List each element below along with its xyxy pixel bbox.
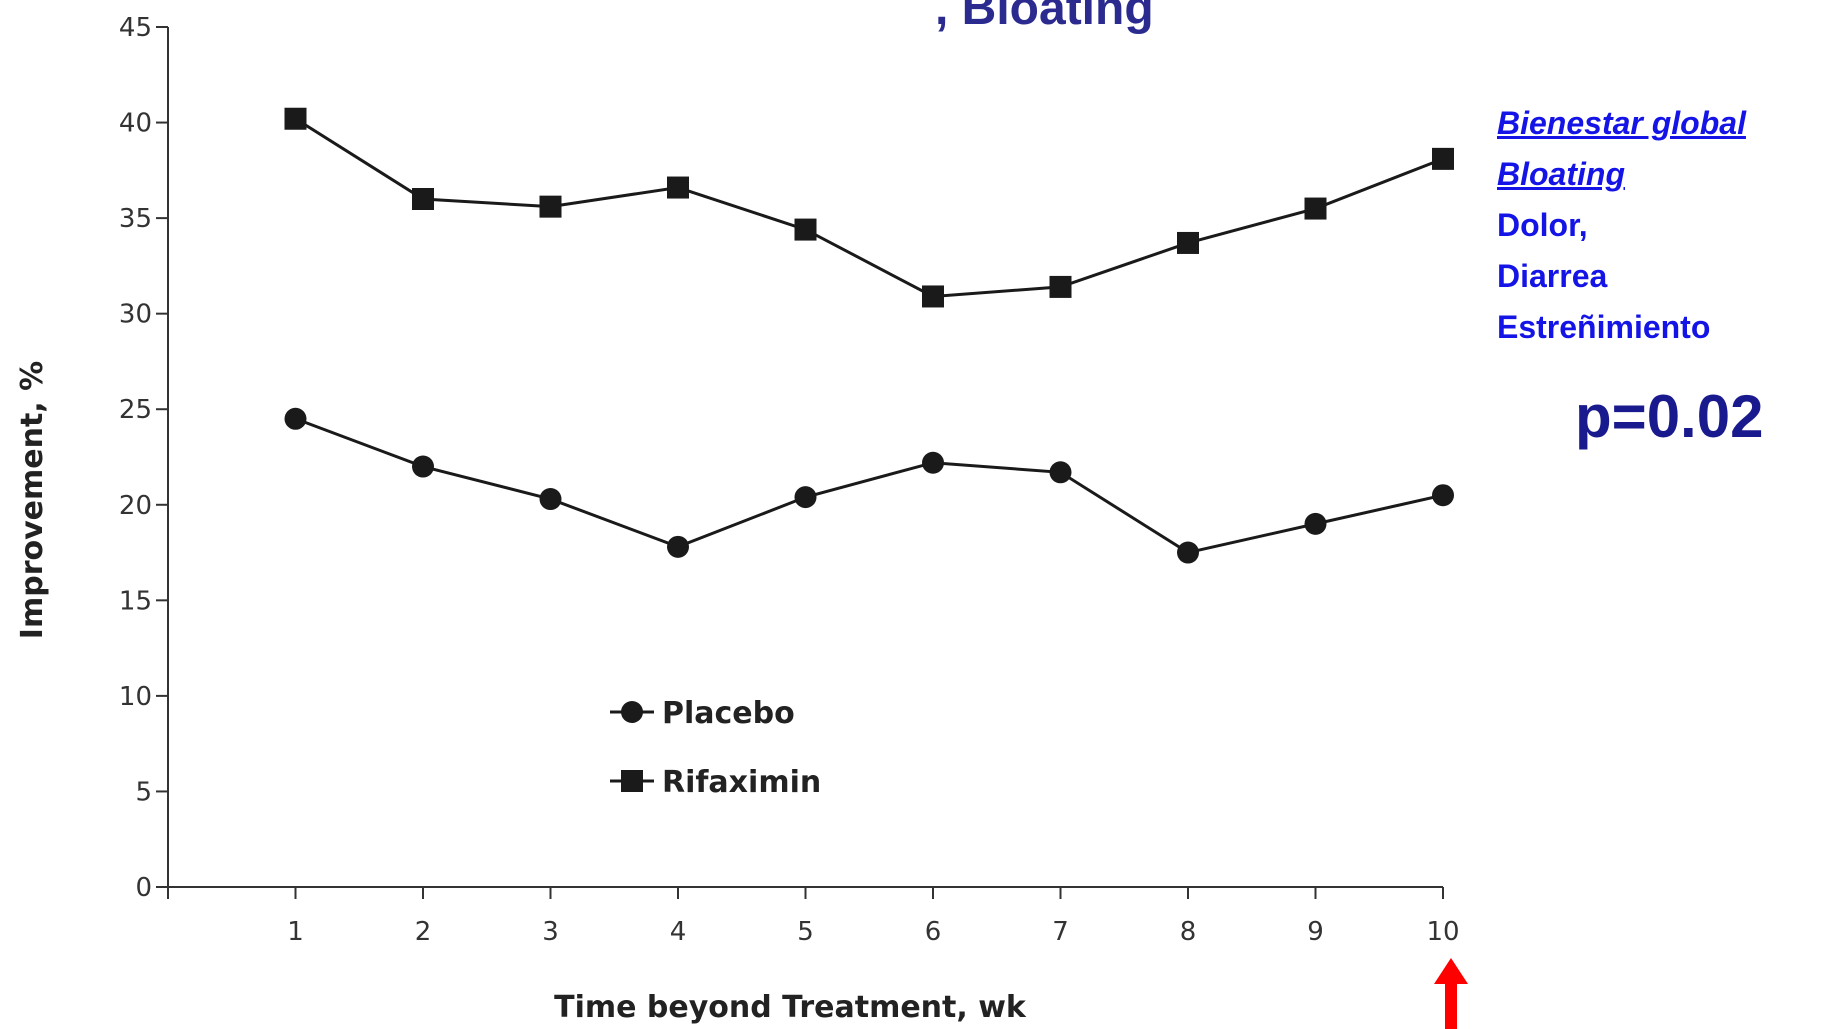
- legend-item-rifaximin: Rifaximin: [610, 765, 821, 800]
- x-tick-label: 10: [1426, 917, 1459, 947]
- data-point-rifaximin: [284, 107, 307, 130]
- data-point-placebo: [412, 455, 434, 478]
- series-rifaximin: [284, 107, 1454, 308]
- legend-marker-placebo: [621, 701, 643, 723]
- data-point-rifaximin: [667, 176, 689, 199]
- y-tick-label: 35: [119, 204, 152, 234]
- data-point-placebo: [794, 486, 817, 509]
- red-arrow-icon: [1434, 958, 1468, 1029]
- data-point-placebo: [1432, 484, 1454, 507]
- symptom-item-global-wellbeing: Bienestar global: [1497, 105, 1746, 141]
- data-point-placebo: [539, 488, 562, 511]
- y-tick-label: 40: [119, 109, 152, 139]
- data-point-placebo: [922, 451, 944, 474]
- series-placebo: [284, 407, 1454, 564]
- data-point-rifaximin: [1049, 275, 1072, 298]
- y-axis-title: Improvement, %: [15, 361, 50, 639]
- x-tick-label: 1: [287, 917, 304, 947]
- y-tick-label: 30: [119, 300, 152, 330]
- data-point-rifaximin: [1432, 147, 1454, 170]
- x-tick-label: 7: [1052, 917, 1069, 947]
- y-tick-label: 15: [119, 586, 152, 616]
- series-line-rifaximin: [294, 117, 1444, 298]
- p-value-label: p=0.02: [1575, 383, 1764, 450]
- data-point-rifaximin: [412, 188, 434, 210]
- y-tick-label: 5: [135, 777, 152, 807]
- data-point-rifaximin: [922, 285, 944, 308]
- data-point-rifaximin: [1177, 231, 1199, 254]
- symptom-item-bloating: Bloating: [1497, 156, 1625, 192]
- x-tick-label: 4: [670, 917, 687, 947]
- legend-label-placebo: Placebo: [662, 696, 795, 731]
- data-point-rifaximin: [1304, 197, 1327, 220]
- legend-marker-rifaximin: [621, 770, 643, 792]
- y-tick-label: 25: [119, 395, 152, 425]
- y-tick-label: 10: [119, 682, 152, 712]
- y-tick-label: 0: [135, 873, 152, 903]
- data-point-placebo: [1177, 541, 1199, 564]
- symptom-item-diarrhea: Diarrea: [1497, 258, 1608, 294]
- symptom-list: Bienestar global Bloating Dolor, Diarrea…: [1497, 98, 1833, 353]
- data-point-placebo: [667, 535, 689, 558]
- x-tick-label: 2: [415, 917, 432, 947]
- x-tick-label: 3: [542, 917, 559, 947]
- data-point-rifaximin: [539, 195, 562, 218]
- symptom-item-constipation: Estreñimiento: [1497, 309, 1711, 345]
- data-point-placebo: [1304, 512, 1327, 535]
- x-tick-label: 6: [925, 917, 942, 947]
- chart-legend: Placebo Rifaximin: [610, 696, 821, 800]
- x-tick-label: 9: [1307, 917, 1324, 947]
- legend-item-placebo: Placebo: [610, 696, 795, 731]
- y-tick-label: 20: [119, 491, 152, 521]
- x-axis-title: Time beyond Treatment, wk: [554, 990, 1027, 1025]
- symptom-item-pain: Dolor,: [1497, 207, 1588, 243]
- y-tick-label: 45: [119, 13, 152, 43]
- chart-title-fragment: , Bloating: [935, 0, 1154, 35]
- x-tick-label: 5: [797, 917, 814, 947]
- plot-area: [284, 107, 1454, 564]
- data-point-rifaximin: [794, 218, 817, 241]
- data-point-placebo: [1049, 461, 1072, 484]
- data-point-placebo: [284, 407, 307, 430]
- legend-label-rifaximin: Rifaximin: [662, 765, 821, 800]
- series-line-placebo: [294, 417, 1444, 555]
- x-tick-label: 8: [1180, 917, 1197, 947]
